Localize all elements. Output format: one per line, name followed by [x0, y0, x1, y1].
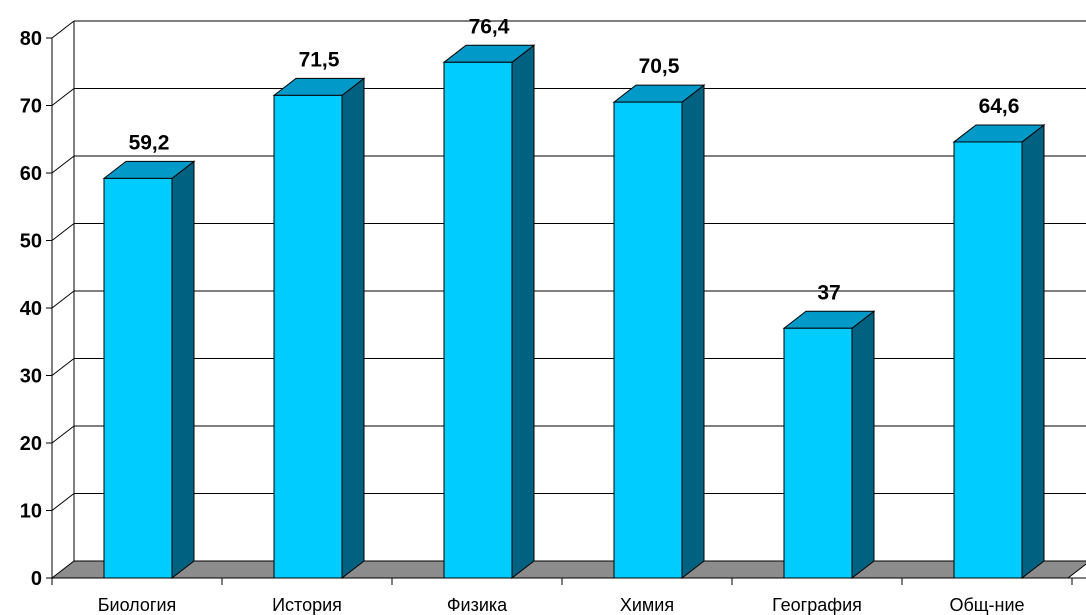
gridline-diagonal	[51, 290, 75, 309]
x-tick-label: Физика	[447, 595, 508, 615]
data-label: 71,5	[299, 48, 340, 71]
bar-front	[273, 94, 343, 579]
bar	[782, 310, 876, 580]
y-tick-label: 70	[20, 96, 42, 118]
data-label: 64,6	[979, 95, 1020, 118]
gridline-diagonal	[51, 425, 75, 444]
gridline-diagonal	[51, 493, 75, 511]
data-label: 70,5	[639, 55, 680, 78]
x-tick-label: История	[272, 595, 342, 615]
y-tick-label: 10	[20, 501, 42, 523]
x-tick-label: Общ-ние	[949, 595, 1024, 615]
bar-front	[103, 177, 173, 579]
y-tick-label: 40	[20, 298, 42, 320]
bar-front	[783, 327, 853, 579]
bar-front	[953, 141, 1023, 579]
bar	[612, 84, 706, 580]
bar-front	[613, 101, 683, 579]
bar	[952, 123, 1046, 580]
gridline-diagonal	[51, 223, 75, 241]
bar-side	[171, 160, 195, 580]
bar-side	[681, 84, 705, 580]
y-tick-label: 30	[20, 366, 42, 388]
bar-side	[851, 310, 875, 580]
bar-front	[443, 61, 513, 579]
bar	[272, 77, 366, 580]
y-tick-label: 20	[20, 433, 42, 455]
y-tick-label: 60	[20, 163, 42, 185]
data-label: 76,4	[469, 15, 510, 38]
gridline-diagonal	[51, 358, 75, 376]
bar	[442, 44, 536, 580]
y-tick-label: 0	[31, 568, 42, 590]
y-tick-label: 80	[20, 28, 42, 50]
bar	[102, 160, 196, 580]
x-tick-label: Биология	[98, 595, 177, 615]
gridline-diagonal	[51, 88, 75, 106]
bar-side	[341, 77, 365, 580]
y-tick-label: 50	[20, 231, 42, 253]
bar-side	[511, 44, 535, 580]
gridline-diagonal	[51, 155, 75, 174]
bar-side	[1021, 123, 1045, 580]
data-label: 37	[817, 281, 840, 304]
x-tick-label: Химия	[620, 595, 674, 615]
gridline-diagonal	[51, 20, 75, 39]
data-label: 59,2	[129, 131, 170, 154]
x-tick-label: География	[772, 595, 862, 615]
chart-floor	[50, 560, 1086, 579]
